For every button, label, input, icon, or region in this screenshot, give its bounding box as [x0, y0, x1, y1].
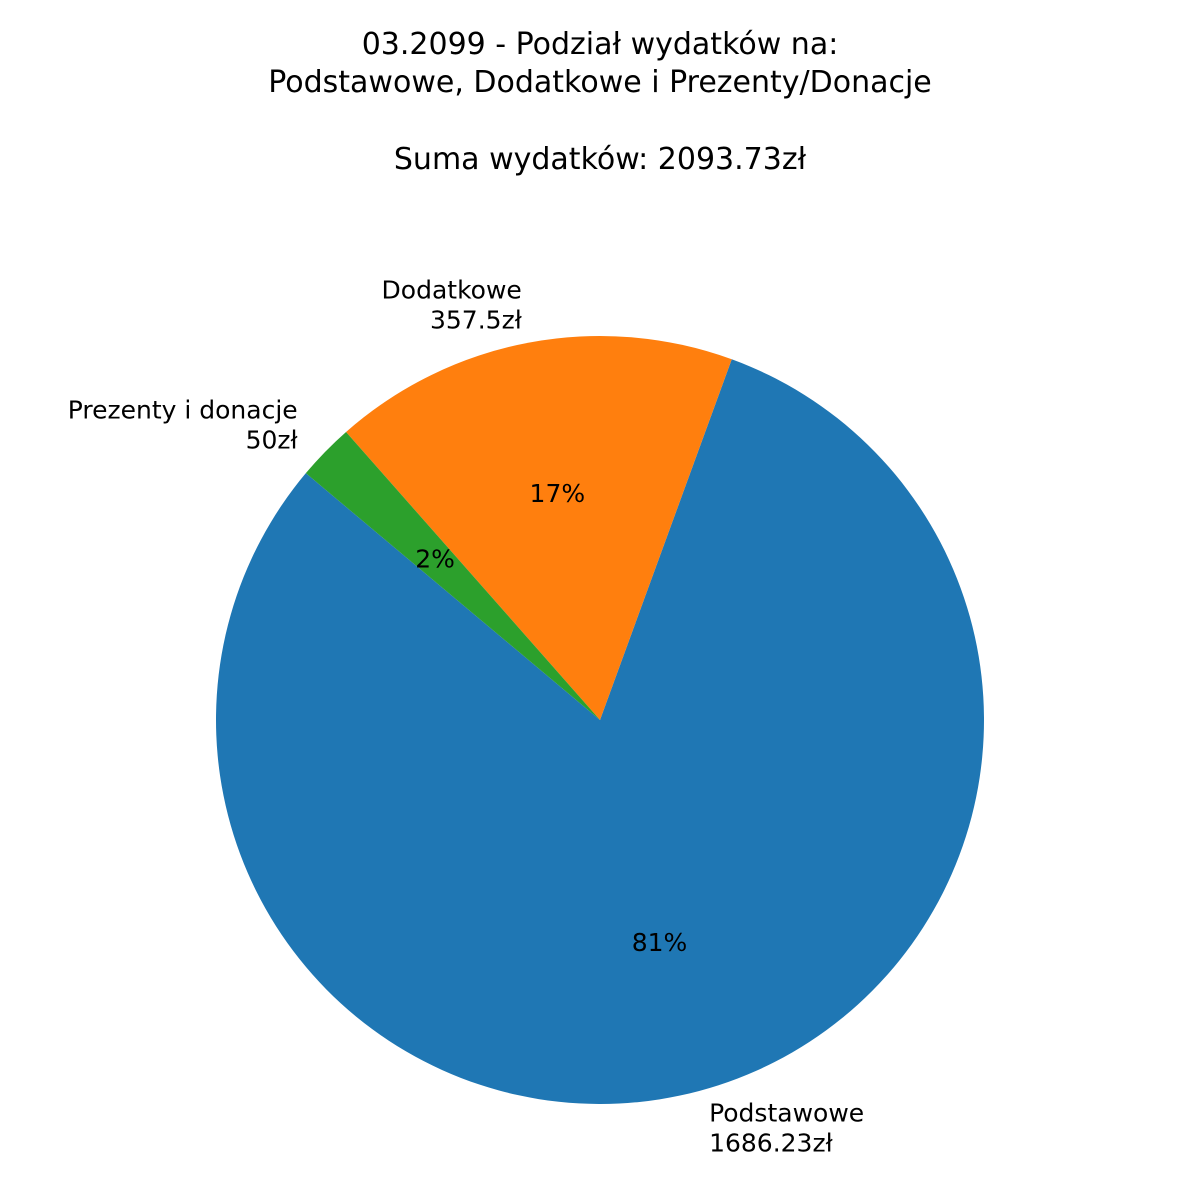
pie-category-label-0: Podstawowe [709, 1099, 864, 1128]
pie-percent-label-2: 2% [415, 545, 455, 574]
pie-value-label-1: 357.5zł [430, 305, 523, 334]
pie-percent-label-1: 17% [530, 479, 586, 508]
pie-category-label-2: Prezenty i donacje [68, 395, 298, 424]
chart-title-line-1: 03.2099 - Podział wydatków na: [361, 27, 839, 62]
pie-slice-2 [305, 431, 600, 720]
pie-value-label-2: 50zł [246, 425, 299, 454]
chart-total-line: Suma wydatków: 2093.73zł [393, 142, 807, 177]
chart-title-line-2: Podstawowe, Dodatkowe i Prezenty/Donacje [268, 65, 932, 100]
pie-category-label-1: Dodatkowe [382, 275, 522, 304]
pie-slice-0 [216, 359, 985, 1105]
pie-value-label-0: 1686.23zł [709, 1129, 834, 1158]
pie-slice-1 [346, 336, 732, 720]
pie-percent-label-0: 81% [632, 928, 688, 957]
